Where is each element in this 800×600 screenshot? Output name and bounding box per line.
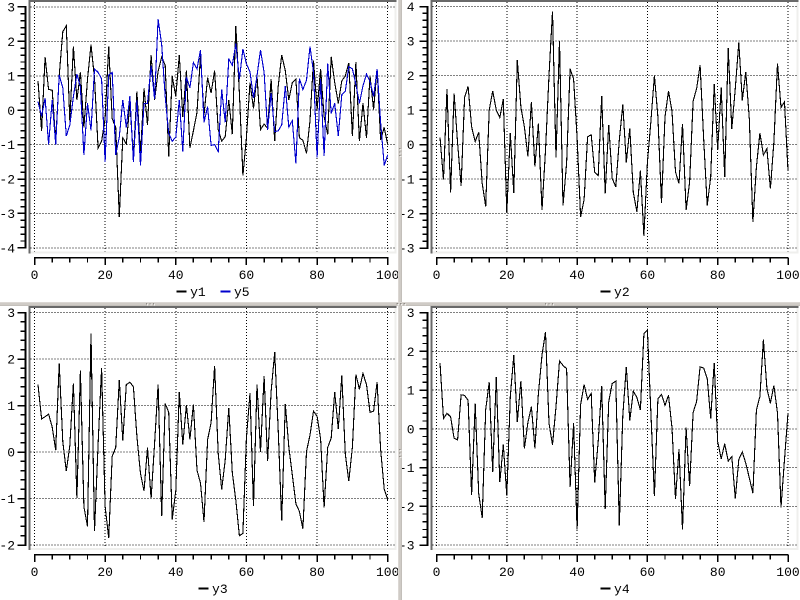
svg-text:3: 3 xyxy=(407,306,415,321)
svg-text:-2: -2 xyxy=(0,173,15,188)
svg-text:100: 100 xyxy=(376,565,399,580)
svg-text:80: 80 xyxy=(309,268,325,283)
svg-text:100: 100 xyxy=(776,565,799,580)
svg-text:-1: -1 xyxy=(0,492,15,507)
svg-text:20: 20 xyxy=(499,565,515,580)
svg-text:y5: y5 xyxy=(234,285,250,300)
svg-text:0: 0 xyxy=(407,138,415,153)
svg-text:-1: -1 xyxy=(399,173,415,188)
svg-text:3: 3 xyxy=(7,1,15,16)
svg-text:2: 2 xyxy=(7,35,15,50)
svg-text:0: 0 xyxy=(31,268,39,283)
svg-text:y2: y2 xyxy=(614,285,630,300)
svg-text:0: 0 xyxy=(433,268,441,283)
svg-text:-2: -2 xyxy=(0,539,15,554)
svg-text:1: 1 xyxy=(7,399,15,414)
svg-text:3: 3 xyxy=(407,35,415,50)
svg-text:40: 40 xyxy=(569,268,585,283)
svg-text:60: 60 xyxy=(640,565,656,580)
svg-text:2: 2 xyxy=(407,69,415,84)
svg-text:80: 80 xyxy=(309,565,325,580)
svg-text:40: 40 xyxy=(168,268,184,283)
svg-text:20: 20 xyxy=(499,268,515,283)
svg-text:-1: -1 xyxy=(0,138,15,153)
svg-text:60: 60 xyxy=(239,268,255,283)
svg-text:100: 100 xyxy=(776,268,799,283)
svg-text:-1: -1 xyxy=(399,461,415,476)
svg-text:y1: y1 xyxy=(190,285,206,300)
svg-text:1: 1 xyxy=(7,69,15,84)
svg-text:-3: -3 xyxy=(399,242,415,257)
svg-text:0: 0 xyxy=(433,565,441,580)
svg-text:3: 3 xyxy=(7,306,15,321)
svg-text:2: 2 xyxy=(407,345,415,360)
svg-text:-2: -2 xyxy=(399,500,415,515)
svg-text:-3: -3 xyxy=(0,207,15,222)
svg-text:0: 0 xyxy=(407,422,415,437)
svg-text:-2: -2 xyxy=(399,207,415,222)
svg-text:0: 0 xyxy=(7,104,15,119)
svg-text:80: 80 xyxy=(710,565,726,580)
svg-text:60: 60 xyxy=(640,268,656,283)
svg-text:y4: y4 xyxy=(614,582,630,597)
svg-text:1: 1 xyxy=(407,384,415,399)
svg-text:y3: y3 xyxy=(212,582,228,597)
svg-text:2: 2 xyxy=(7,353,15,368)
svg-text:40: 40 xyxy=(569,565,585,580)
svg-text:0: 0 xyxy=(7,446,15,461)
svg-text:0: 0 xyxy=(31,565,39,580)
svg-text:4: 4 xyxy=(407,0,415,15)
svg-text:40: 40 xyxy=(168,565,184,580)
svg-text:-4: -4 xyxy=(0,242,15,257)
svg-text:80: 80 xyxy=(710,268,726,283)
svg-text:100: 100 xyxy=(376,268,399,283)
svg-text:60: 60 xyxy=(239,565,255,580)
svg-text:-3: -3 xyxy=(399,539,415,554)
svg-text:20: 20 xyxy=(97,268,113,283)
svg-text:1: 1 xyxy=(407,104,415,119)
svg-text:20: 20 xyxy=(97,565,113,580)
